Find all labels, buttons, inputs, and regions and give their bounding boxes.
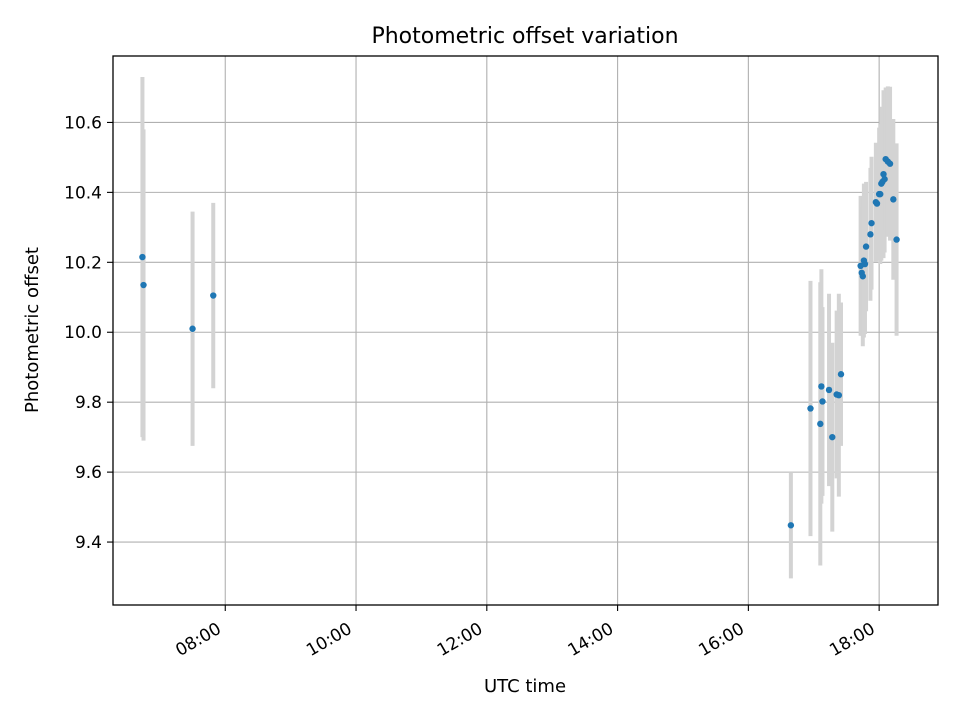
data-point [859, 273, 867, 280]
data-point [890, 196, 897, 203]
y-tick-label: 10.2 [64, 253, 102, 273]
data-point [867, 231, 874, 238]
y-tick-label: 9.4 [75, 533, 102, 553]
y-tick-label: 9.6 [75, 463, 102, 483]
data-point [817, 420, 824, 428]
data-point [787, 522, 795, 529]
data-point [210, 292, 217, 299]
data-point [837, 371, 845, 378]
data-point [139, 253, 146, 261]
y-tick-label: 10.0 [64, 323, 102, 343]
y-axis-ticks: 9.4 9.6 9.8 10.0 10.2 10.4 10.6 [64, 113, 113, 553]
grid [113, 56, 938, 605]
y-tick-label: 10.6 [64, 113, 102, 133]
chart-title: Photometric offset variation [371, 24, 678, 49]
data-point [873, 200, 881, 207]
data-point [807, 405, 814, 412]
data-point [835, 391, 843, 399]
data-point [880, 170, 887, 178]
data-points [139, 155, 900, 529]
data-point [140, 281, 147, 289]
data-point [825, 386, 833, 394]
y-tick-label: 10.4 [64, 183, 102, 203]
y-axis-label: Photometric offset [22, 247, 43, 413]
data-point [819, 398, 826, 405]
data-point [881, 175, 888, 183]
data-point [862, 243, 870, 250]
data-point [818, 383, 825, 390]
data-point [189, 325, 196, 332]
data-point [829, 433, 836, 441]
data-point [877, 190, 884, 198]
data-point [868, 219, 875, 227]
data-point [886, 160, 894, 167]
data-point [861, 260, 869, 268]
plot-frame [112, 55, 939, 606]
y-tick-label: 9.8 [75, 393, 102, 413]
x-axis-label: UTC time [484, 676, 566, 697]
data-point [893, 236, 900, 243]
